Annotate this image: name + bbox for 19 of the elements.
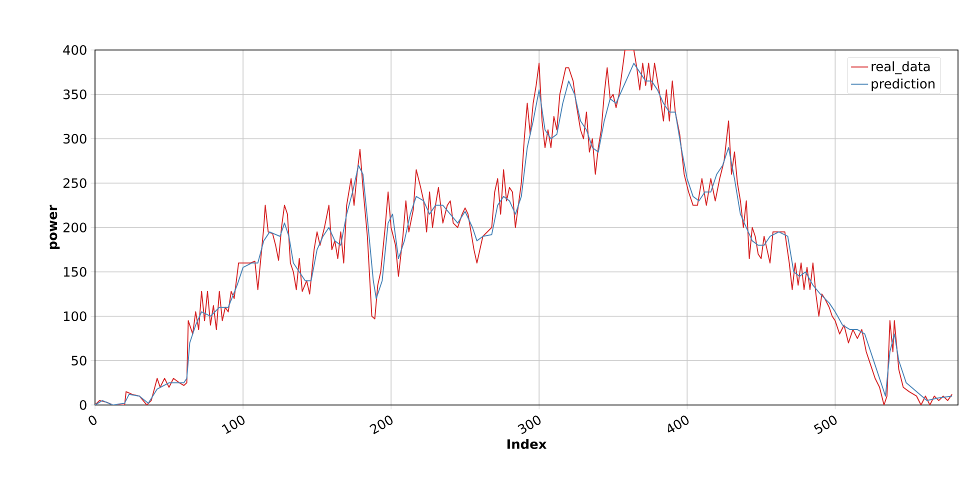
legend-label: prediction [872, 78, 934, 92]
y-axis-title: power [50, 204, 60, 250]
x-tick-label: 400 [668, 416, 689, 432]
y-tick-label: 400 [63, 45, 86, 55]
x-tick-label: 100 [222, 416, 245, 434]
y-tick-label: 350 [64, 89, 86, 100]
x-tick-label: 200 [370, 416, 393, 434]
x-tick-label: 300 [518, 416, 541, 434]
y-tick-label: 0 [80, 400, 86, 410]
y-tick-label: 50 [72, 356, 86, 366]
y-tick-label: 250 [63, 178, 86, 188]
y-tick-label: 100 [64, 311, 86, 322]
y-tick-label: 300 [64, 134, 86, 144]
x-tick-label: 500 [814, 416, 837, 434]
y-tick-label: 200 [63, 222, 86, 232]
x-tick-label: 0 [88, 416, 97, 426]
y-tick-label: 150 [64, 266, 86, 277]
legend-label: real_data [872, 61, 930, 74]
x-axis-title: Index [507, 438, 547, 449]
